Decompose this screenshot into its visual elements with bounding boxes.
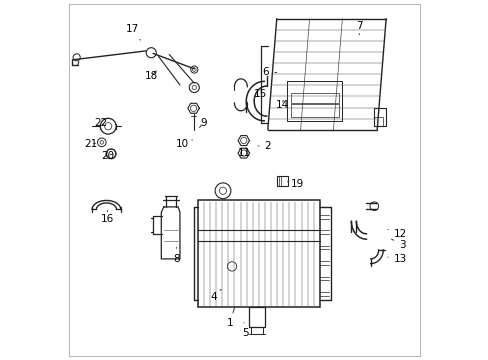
Text: 8: 8 bbox=[173, 247, 179, 264]
Bar bbox=[373, 117, 382, 126]
Bar bbox=[290, 104, 338, 117]
Text: 21: 21 bbox=[84, 139, 98, 149]
Text: 20: 20 bbox=[101, 150, 114, 161]
Text: 3: 3 bbox=[391, 239, 405, 249]
Text: 11: 11 bbox=[237, 148, 251, 158]
Bar bbox=[287, 81, 342, 121]
Text: 1: 1 bbox=[226, 306, 234, 328]
Text: 6: 6 bbox=[262, 67, 276, 77]
Text: 10: 10 bbox=[176, 139, 192, 149]
Text: 14: 14 bbox=[275, 100, 288, 110]
Text: 4: 4 bbox=[210, 289, 221, 302]
Text: 15: 15 bbox=[253, 89, 267, 99]
Text: 7: 7 bbox=[355, 21, 362, 35]
Text: 16: 16 bbox=[101, 211, 114, 224]
Text: 9: 9 bbox=[199, 118, 206, 128]
Text: 5: 5 bbox=[242, 323, 248, 338]
Bar bbox=[276, 176, 287, 186]
Text: 22: 22 bbox=[94, 118, 107, 128]
Text: 13: 13 bbox=[387, 254, 407, 264]
Bar bbox=[248, 307, 264, 327]
Text: 2: 2 bbox=[258, 141, 270, 151]
Text: 18: 18 bbox=[144, 71, 158, 81]
Text: 12: 12 bbox=[387, 229, 407, 239]
Bar bbox=[290, 93, 338, 103]
Text: 17: 17 bbox=[126, 24, 140, 40]
Bar bbox=[198, 200, 319, 307]
Bar bbox=[373, 108, 386, 126]
Text: 19: 19 bbox=[287, 179, 304, 189]
